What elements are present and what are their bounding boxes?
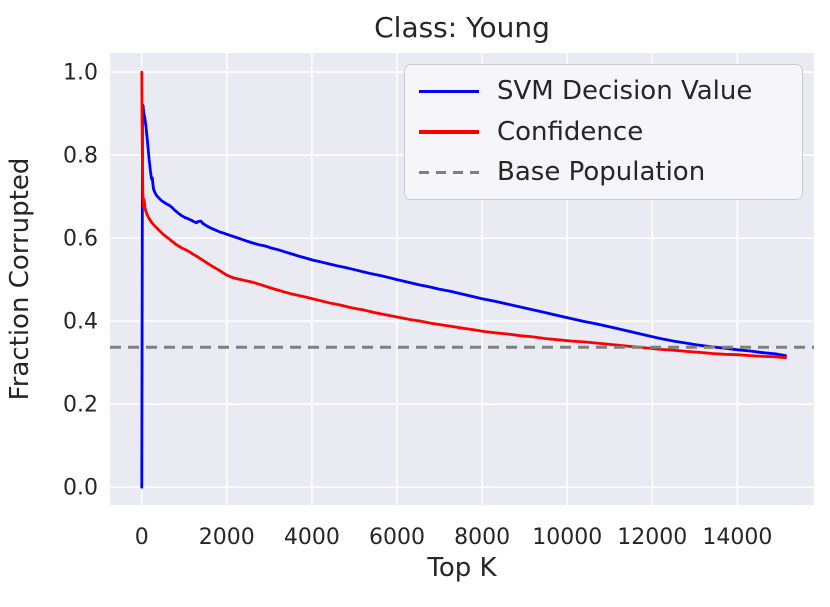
legend-item-confidence: Confidence xyxy=(405,118,802,147)
chart-title: Class: Young xyxy=(374,11,550,44)
x-tick-label: 12000 xyxy=(617,525,687,550)
x-tick-label: 10000 xyxy=(532,525,602,550)
legend-line-icon-confidence xyxy=(419,130,479,134)
y-tick-label: 0.2 xyxy=(63,393,98,418)
x-tick-label: 2000 xyxy=(199,525,255,550)
series-line-confidence xyxy=(140,70,787,360)
y-axis-label: Fraction Corrupted xyxy=(5,158,35,401)
legend-label: Base Population xyxy=(497,157,706,188)
y-tick-label: 0.8 xyxy=(63,144,98,169)
axis-tick-labels: 0 2000 4000 6000 8000 10000 12000 14000 0.0 0.2 0.… xyxy=(63,61,772,550)
legend-label: SVM Decision Value xyxy=(497,76,753,107)
series-line-svm-decision-value xyxy=(140,103,787,489)
legend-line-icon-base-population xyxy=(419,170,479,175)
legend: SVM Decision Value Confidence Base Popul… xyxy=(404,64,803,200)
legend-item-svm-decision-value: SVM Decision Value xyxy=(405,77,802,106)
legend-label: Confidence xyxy=(497,116,644,147)
y-tick-label: 0.4 xyxy=(63,310,98,335)
x-tick-label: 0 xyxy=(135,525,149,550)
legend-item-base-population: Base Population xyxy=(405,158,802,187)
x-tick-label: 8000 xyxy=(454,525,510,550)
data-series xyxy=(110,70,814,489)
x-axis-label: Top K xyxy=(426,553,497,583)
x-tick-label: 4000 xyxy=(284,525,340,550)
y-tick-label: 0.6 xyxy=(63,227,98,252)
y-tick-label: 0.0 xyxy=(63,476,98,501)
legend-line-icon-svm xyxy=(419,89,479,94)
x-tick-label: 14000 xyxy=(702,525,772,550)
x-tick-label: 6000 xyxy=(369,525,425,550)
y-tick-label: 1.0 xyxy=(63,61,98,86)
